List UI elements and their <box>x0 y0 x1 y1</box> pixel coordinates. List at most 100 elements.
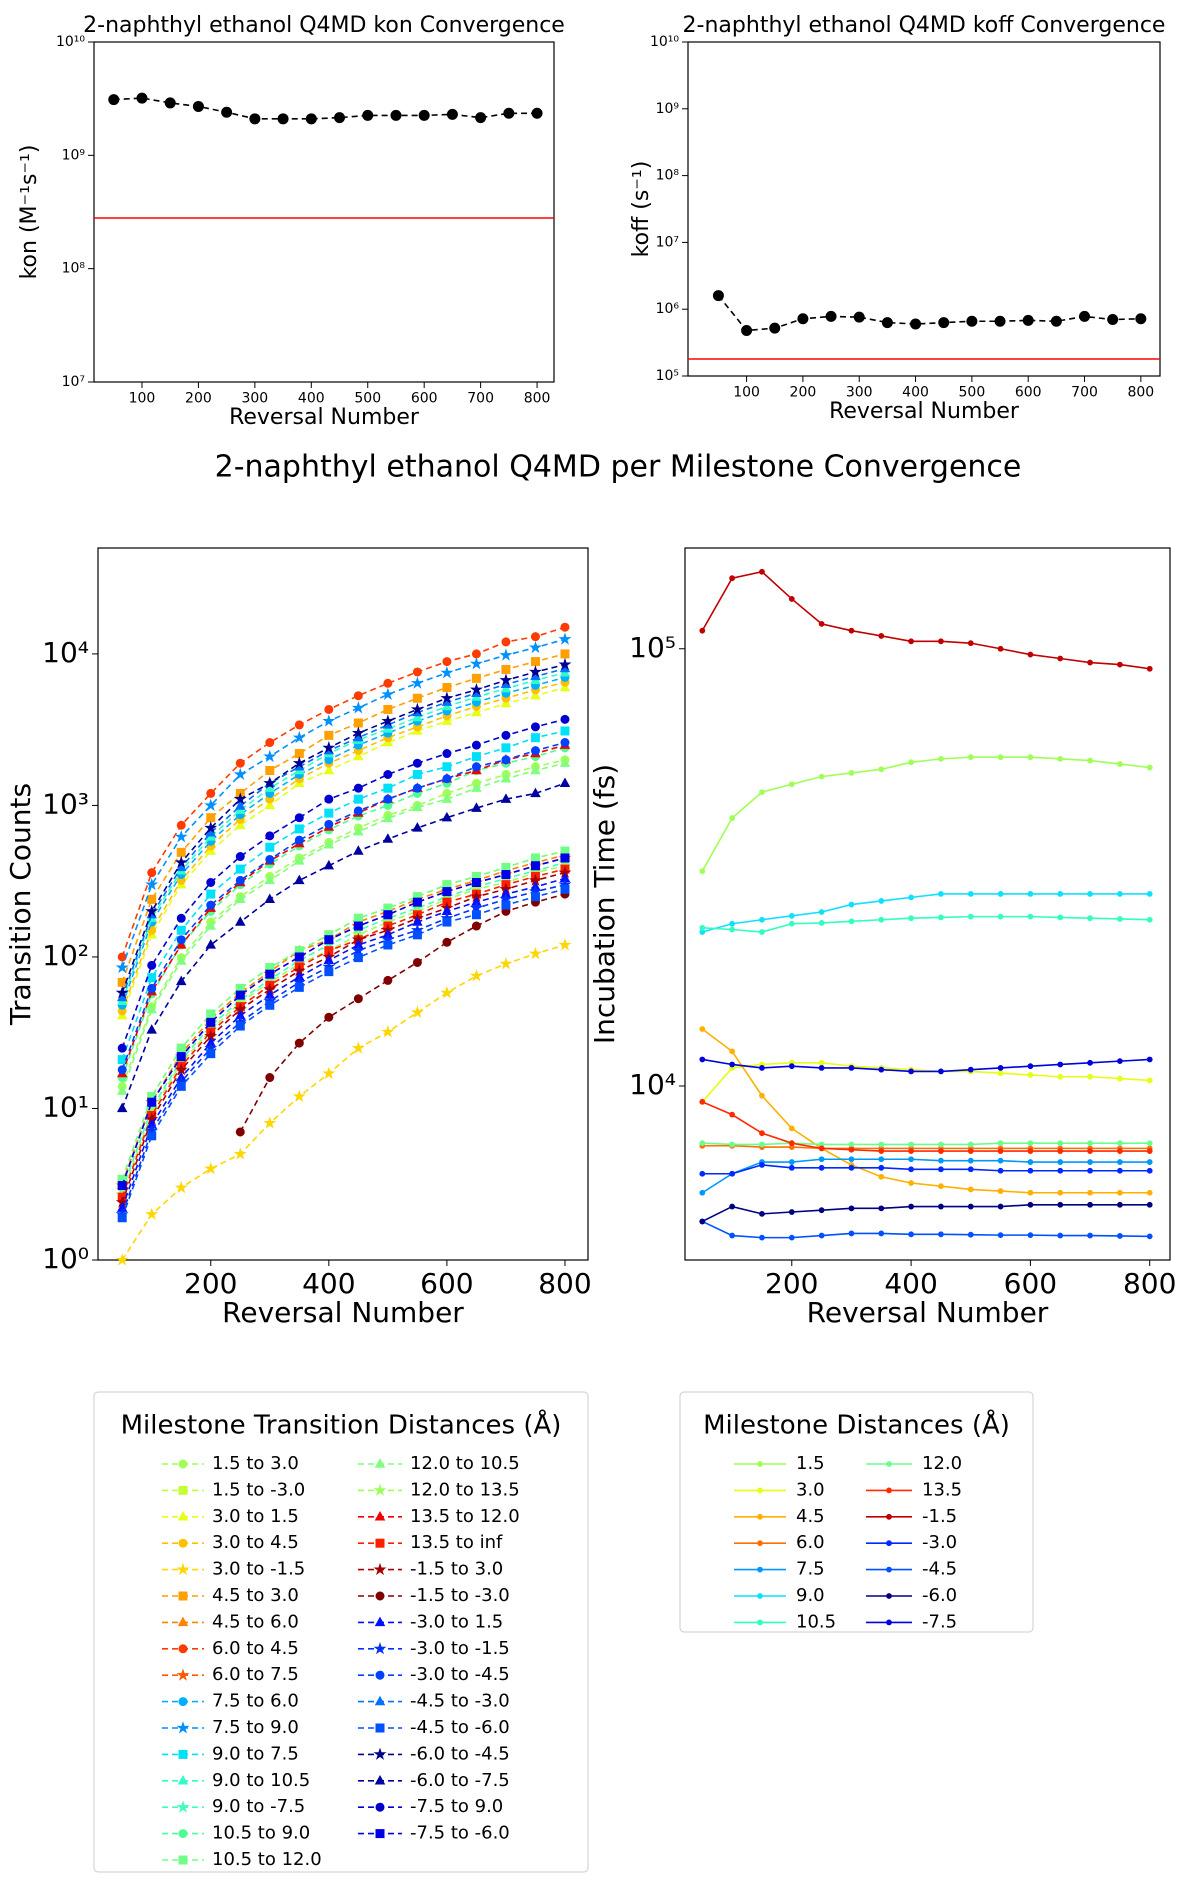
marker <box>353 845 364 855</box>
marker <box>1087 1189 1093 1196</box>
marker <box>176 935 186 945</box>
legend-label: 6.0 <box>796 1532 825 1553</box>
legend-label: 12.0 to 13.5 <box>410 1479 520 1500</box>
legend-label: 4.5 to 6.0 <box>212 1611 299 1632</box>
legend-label: -4.5 to -6.0 <box>410 1717 510 1738</box>
x-tick-label: 100 <box>733 384 760 400</box>
marker <box>117 1043 127 1053</box>
marker <box>176 847 186 857</box>
legend-label: 7.5 to 6.0 <box>212 1691 299 1712</box>
marker <box>471 649 481 659</box>
marker <box>442 917 452 927</box>
marker <box>1057 1061 1064 1068</box>
x-tick-label: 800 <box>1127 384 1154 400</box>
marker <box>1087 1140 1093 1147</box>
marker <box>560 714 570 724</box>
marker <box>997 891 1004 897</box>
marker <box>471 740 481 750</box>
marker <box>967 754 974 761</box>
marker <box>147 894 157 904</box>
marker <box>1027 1167 1034 1174</box>
marker <box>353 953 363 963</box>
series-line <box>121 850 566 1180</box>
series-line <box>121 744 566 1074</box>
marker <box>729 815 736 821</box>
marker <box>560 738 570 748</box>
marker <box>938 1166 944 1173</box>
series-line <box>121 759 566 1087</box>
series-line <box>121 854 566 1184</box>
marker <box>1057 655 1064 662</box>
marker <box>530 689 541 700</box>
marker <box>729 926 736 933</box>
marker <box>997 1203 1004 1210</box>
marker <box>353 718 363 728</box>
legend-label: 1.5 to 3.0 <box>212 1453 299 1474</box>
marker <box>699 924 706 931</box>
y-axis-label: Transition Counts <box>4 783 37 1026</box>
marker <box>853 311 865 323</box>
series-line <box>121 762 566 1092</box>
marker <box>1087 1148 1093 1154</box>
marker <box>825 310 837 322</box>
marker <box>967 1066 974 1073</box>
marker <box>501 743 511 753</box>
marker <box>292 730 306 744</box>
y-tick-label: 10⁴ <box>42 636 89 669</box>
marker <box>1135 313 1147 325</box>
marker <box>759 1210 765 1217</box>
marker <box>233 792 247 805</box>
y-tick-label: 10⁶ <box>656 301 680 317</box>
marker <box>235 852 245 862</box>
marker <box>412 693 422 703</box>
marker <box>994 315 1006 327</box>
marker <box>410 1005 424 1018</box>
y-axis-label: koff (s⁻¹) <box>629 161 654 258</box>
series-line <box>121 850 566 1180</box>
marker <box>353 825 364 836</box>
marker <box>967 913 974 920</box>
marker <box>1057 891 1064 897</box>
marker <box>908 759 914 766</box>
marker <box>848 627 855 634</box>
marker <box>908 915 914 922</box>
marker <box>471 921 481 931</box>
marker <box>878 1141 885 1148</box>
marker <box>235 990 245 1000</box>
legend-label: -1.5 to 3.0 <box>410 1559 503 1580</box>
marker <box>712 290 724 302</box>
marker <box>353 921 363 931</box>
marker <box>471 673 481 683</box>
marker <box>175 975 187 986</box>
legend-label: -1.5 to -3.0 <box>410 1585 510 1606</box>
x-tick-label: 200 <box>185 390 212 406</box>
x-axis-label: Reversal Number <box>229 405 420 430</box>
marker <box>1146 1077 1153 1084</box>
marker <box>233 767 247 781</box>
marker <box>324 730 334 740</box>
marker <box>788 1159 795 1165</box>
marker <box>938 1203 944 1210</box>
marker <box>759 1092 765 1099</box>
marker <box>1027 1189 1034 1196</box>
marker <box>1087 915 1093 922</box>
marker <box>759 1130 765 1137</box>
marker <box>1087 1167 1093 1174</box>
series-line <box>701 1203 1150 1223</box>
marker <box>176 925 186 935</box>
marker <box>530 892 540 902</box>
marker <box>206 889 216 899</box>
marker <box>375 1591 385 1601</box>
marker <box>117 1181 127 1191</box>
figure-title: 2-naphthyl ethanol Q4MD per Milestone Co… <box>215 450 1022 485</box>
marker <box>1027 754 1034 761</box>
marker <box>145 1207 159 1220</box>
marker <box>235 819 246 829</box>
x-tick-label: 400 <box>298 390 325 406</box>
marker <box>412 711 423 722</box>
marker <box>442 683 452 693</box>
series-line <box>121 868 566 1198</box>
marker <box>560 884 570 894</box>
marker <box>294 824 304 834</box>
